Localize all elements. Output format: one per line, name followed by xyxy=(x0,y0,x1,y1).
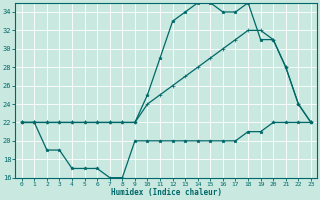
X-axis label: Humidex (Indice chaleur): Humidex (Indice chaleur) xyxy=(111,188,222,197)
